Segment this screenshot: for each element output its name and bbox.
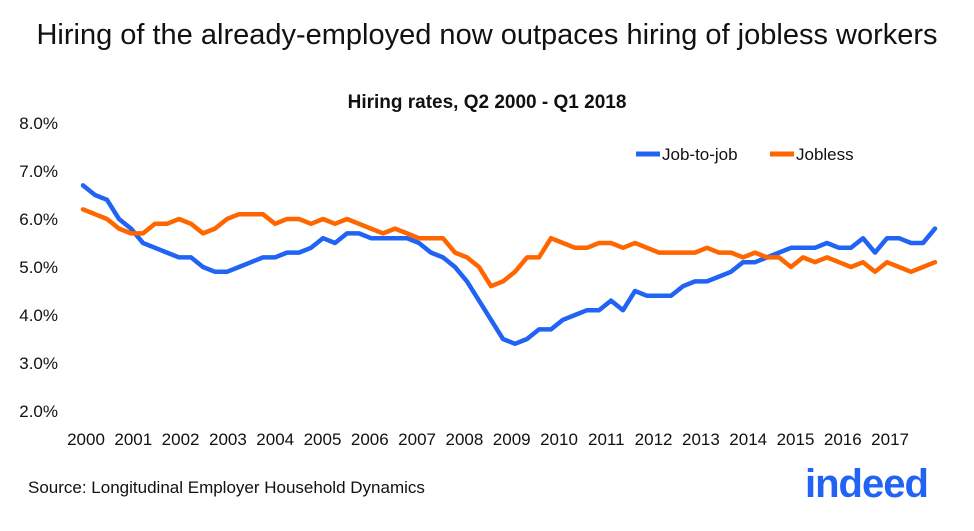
series-line-jobless bbox=[80, 207, 938, 289]
x-tick-label: 2004 bbox=[256, 430, 294, 449]
x-tick-label: 2006 bbox=[351, 430, 389, 449]
x-tick-label: 2011 bbox=[588, 430, 625, 449]
y-tick-label: 5.0% bbox=[19, 258, 58, 277]
legend-label: Job-to-job bbox=[662, 145, 738, 164]
x-tick-label: 2017 bbox=[871, 430, 909, 449]
x-tick-label: 2008 bbox=[445, 430, 483, 449]
x-tick-label: 2010 bbox=[540, 430, 578, 449]
x-tick-label: 2014 bbox=[729, 430, 767, 449]
x-tick-label: 2002 bbox=[162, 430, 200, 449]
x-tick-label: 2015 bbox=[777, 430, 815, 449]
x-tick-label: 2009 bbox=[493, 430, 531, 449]
y-tick-label: 8.0% bbox=[19, 114, 58, 133]
chart-title: Hiring of the already-employed now outpa… bbox=[36, 19, 938, 51]
x-tick-label: 2001 bbox=[114, 430, 152, 449]
y-tick-label: 6.0% bbox=[19, 210, 58, 229]
x-tick-label: 2013 bbox=[682, 430, 720, 449]
y-tick-label: 3.0% bbox=[19, 354, 58, 373]
y-tick-label: 2.0% bbox=[19, 402, 58, 421]
x-tick-label: 2016 bbox=[824, 430, 862, 449]
x-tick-label: 2012 bbox=[635, 430, 673, 449]
series-line-job-to-job bbox=[80, 183, 938, 347]
legend-label: Jobless bbox=[796, 145, 854, 164]
x-tick-label: 2007 bbox=[398, 430, 436, 449]
chart-subtitle: Hiring rates, Q2 2000 - Q1 2018 bbox=[347, 92, 627, 113]
x-tick-label: 2000 bbox=[67, 430, 105, 449]
indeed-logo: indeed bbox=[805, 462, 929, 506]
y-tick-label: 4.0% bbox=[19, 306, 58, 325]
y-tick-label: 7.0% bbox=[19, 162, 58, 181]
x-tick-label: 2003 bbox=[209, 430, 247, 449]
x-tick-label: 2005 bbox=[304, 430, 342, 449]
source-note: Source: Longitudinal Employer Household … bbox=[28, 478, 425, 497]
